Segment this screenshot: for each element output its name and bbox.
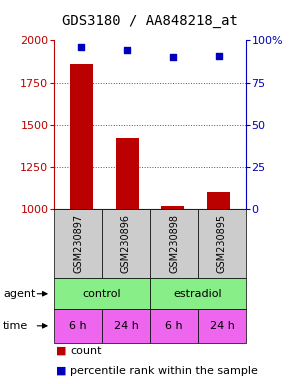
Bar: [161, 206, 184, 209]
Text: time: time: [3, 321, 28, 331]
Text: 24 h: 24 h: [210, 321, 234, 331]
Bar: [70, 64, 93, 209]
Text: ■: ■: [56, 346, 66, 356]
Text: count: count: [70, 346, 102, 356]
Text: GSM230897: GSM230897: [73, 214, 83, 273]
Bar: [207, 192, 230, 209]
Point: [170, 54, 175, 60]
Bar: [116, 138, 139, 209]
Text: ■: ■: [56, 366, 66, 376]
Text: 6 h: 6 h: [69, 321, 87, 331]
Text: control: control: [83, 289, 121, 299]
Text: 24 h: 24 h: [114, 321, 138, 331]
Point: [216, 53, 221, 59]
Text: GSM230895: GSM230895: [217, 214, 227, 273]
Point: [125, 47, 130, 53]
Text: 6 h: 6 h: [165, 321, 183, 331]
Text: GSM230898: GSM230898: [169, 214, 179, 273]
Text: GSM230896: GSM230896: [121, 214, 131, 273]
Text: estradiol: estradiol: [174, 289, 222, 299]
Text: percentile rank within the sample: percentile rank within the sample: [70, 366, 258, 376]
Text: agent: agent: [3, 289, 35, 299]
Point: [79, 44, 84, 50]
Text: GDS3180 / AA848218_at: GDS3180 / AA848218_at: [62, 14, 238, 28]
